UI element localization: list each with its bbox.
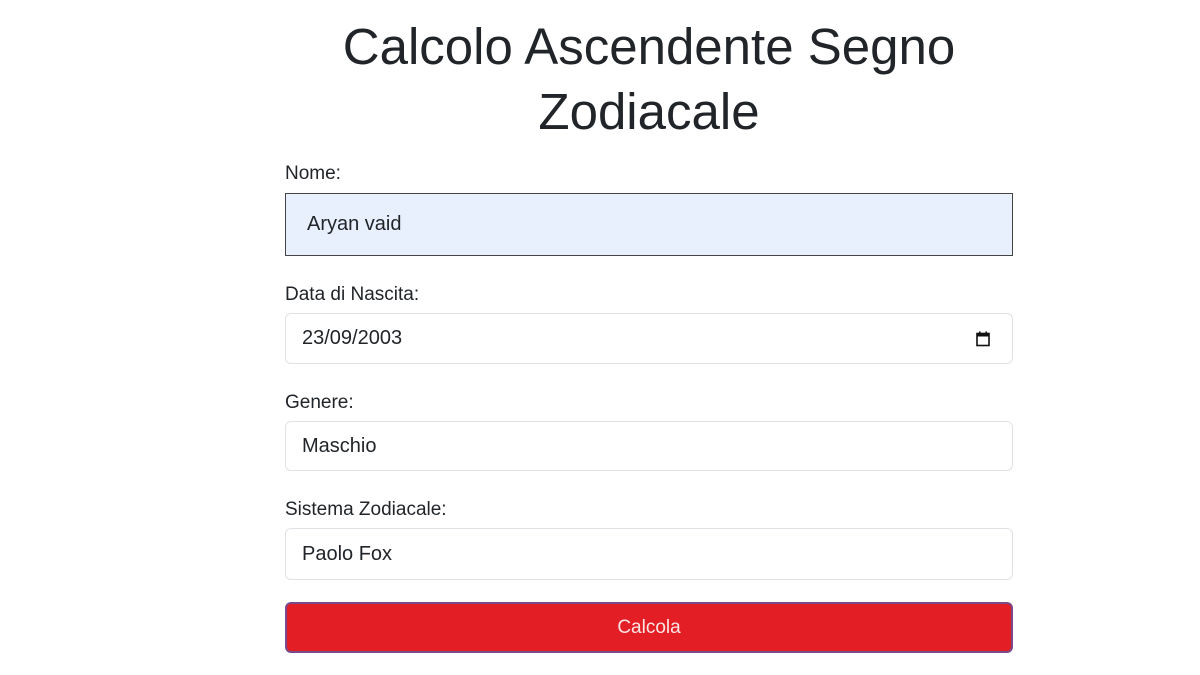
calcola-button-label: Calcola [617, 616, 681, 638]
dob-input[interactable]: 23/09/2003 [285, 313, 1013, 364]
gender-select-value: Maschio [302, 434, 377, 457]
page-title: Calcolo Ascendente Segno Zodiacale [342, 18, 956, 140]
gender-label: Genere: [285, 392, 354, 413]
dob-input-value: 23/09/2003 [302, 327, 403, 349]
dob-label: Data di Nascita: [285, 284, 420, 305]
zodiac-system-select-value: Paolo Fox [302, 542, 393, 565]
zodiac-system-select[interactable]: Paolo Fox [285, 528, 1013, 580]
system-label: Sistema Zodiacale: [285, 499, 447, 520]
name-input[interactable]: Aryan vaid [285, 193, 1013, 256]
name-label: Nome: [285, 163, 341, 184]
calcola-button[interactable]: Calcola [285, 602, 1013, 653]
name-input-value: Aryan vaid [307, 213, 402, 235]
gender-select[interactable]: Maschio [285, 421, 1013, 471]
calendar-icon[interactable] [976, 331, 990, 346]
